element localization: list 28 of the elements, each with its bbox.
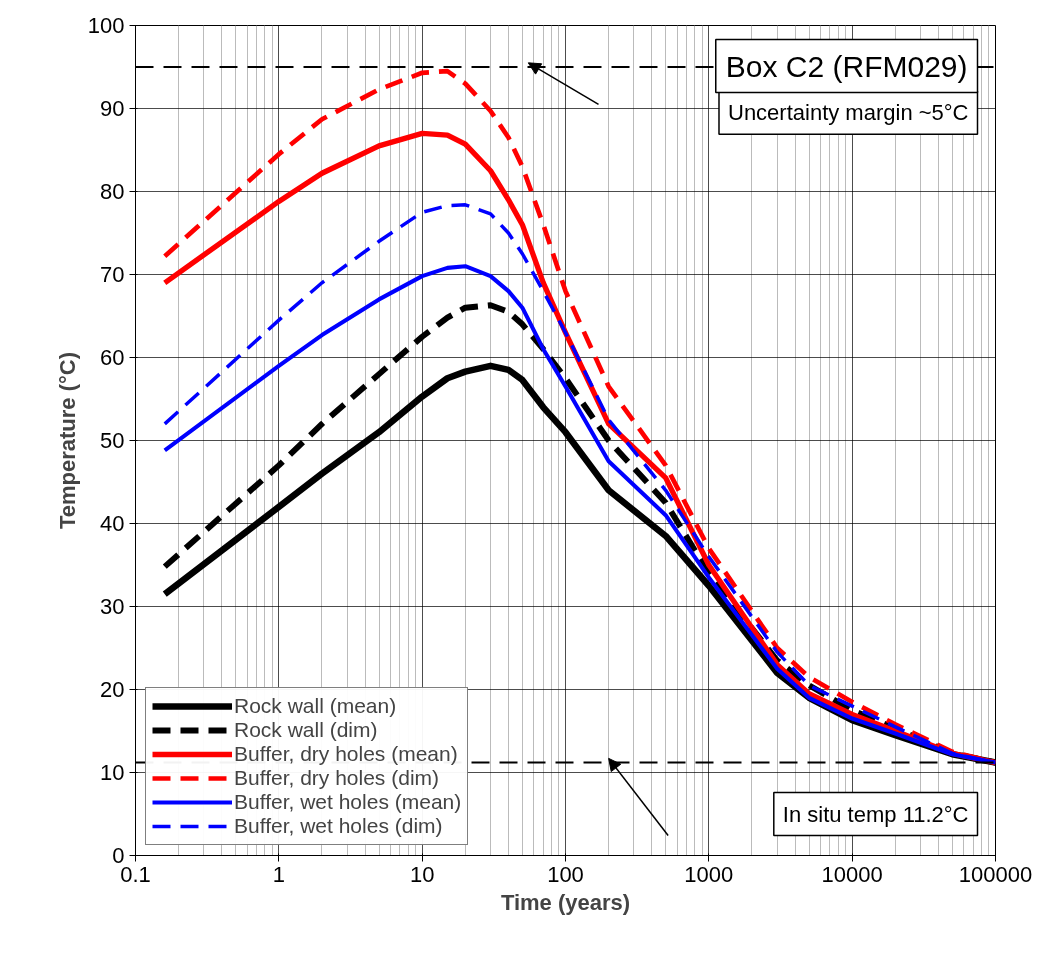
ref-line-label: Uncertainty margin ~5°C: [727, 100, 969, 126]
x-tick-label: 100000: [958, 861, 1033, 887]
x-tick-label: 100: [547, 861, 584, 887]
y-tick-label: 100: [87, 13, 125, 38]
y-tick-label: 30: [100, 594, 125, 619]
y-tick-label: 90: [100, 96, 125, 121]
y-tick-label: 60: [100, 345, 125, 370]
y-tick-label: 50: [100, 428, 125, 453]
x-tick-label: 10: [409, 861, 435, 887]
x-tick-label: 1: [272, 861, 285, 887]
y-tick-label: 70: [100, 262, 125, 287]
legend-label: Rock wall (mean): [234, 694, 397, 718]
text: Box C2 (RFM029): [725, 49, 968, 83]
y-tick-label: 80: [100, 179, 125, 204]
ref-line-label: In situ temp 11.2°C: [782, 801, 969, 827]
y-tick-label: 10: [100, 760, 125, 785]
x-tick-label: 10000: [821, 861, 883, 887]
legend-label: Buffer, dry holes (mean): [234, 742, 458, 766]
legend-label: Buffer, dry holes (dim): [234, 766, 440, 790]
y-tick-label: 0: [112, 843, 125, 868]
x-axis-title: Time (years): [500, 889, 631, 915]
x-tick-label: 1000: [684, 861, 734, 887]
legend-label: Buffer, wet holes (mean): [234, 790, 462, 814]
y-tick-label: 40: [100, 511, 125, 536]
legend-label: Buffer, wet holes (dim): [234, 814, 443, 838]
legend-label: Rock wall (dim): [234, 718, 378, 742]
y-axis-title: Temperature (°C): [54, 351, 80, 530]
y-tick-label: 20: [100, 677, 125, 702]
